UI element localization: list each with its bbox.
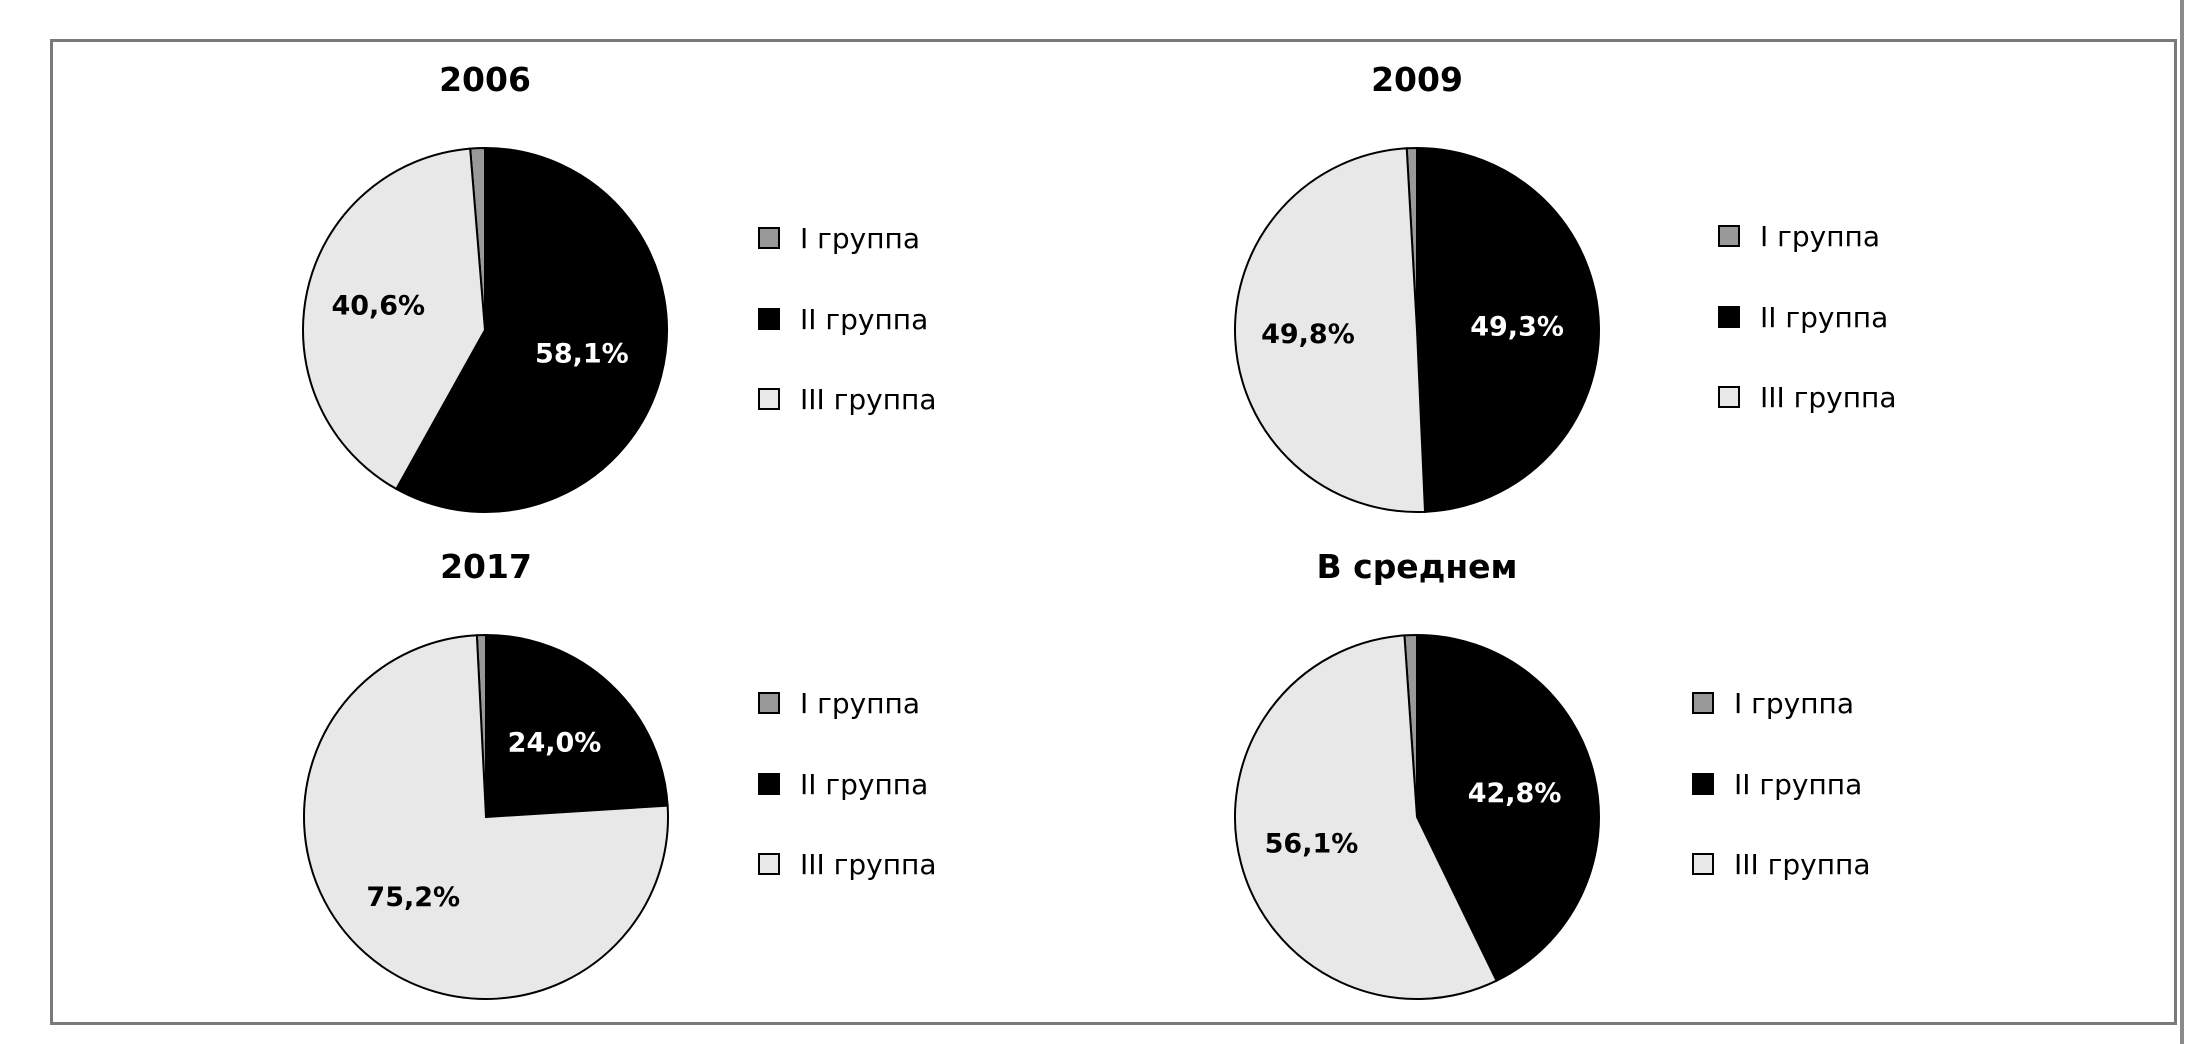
- pie-panel-2009: 2009 0,9%49,3%49,8% I группа II группа I…: [1172, 60, 2172, 540]
- pie-panel-2006: 2006 1,3%58,1%40,6% I группа II группа I…: [240, 60, 1240, 540]
- pie-chart-2006: 1,3%58,1%40,6%: [302, 146, 668, 513]
- swatch-i: [1692, 692, 1714, 714]
- slice-ii: [394, 146, 668, 513]
- slice-iii: [1234, 147, 1427, 513]
- legend-label-iii: III группа: [1760, 381, 1897, 414]
- slice-label-ii: 24,0%: [508, 728, 602, 759]
- slice-label-iii: 49,8%: [1261, 319, 1355, 350]
- right-edge-line: [2180, 0, 2184, 1044]
- swatch-iii: [1692, 853, 1714, 875]
- legend-label-i: I группа: [800, 222, 920, 255]
- slice-ii: [485, 633, 669, 819]
- slice-label-iii: 40,6%: [331, 290, 425, 321]
- pie-title: В среднем: [1316, 547, 1518, 586]
- slice-label-ii: 42,8%: [1468, 778, 1562, 809]
- pie-chart-2017: 0,8%24,0%75,2%: [303, 633, 669, 1000]
- legend-label-ii: II группа: [800, 768, 929, 801]
- slice-ii: [1416, 633, 1600, 983]
- slice-iii: [303, 634, 669, 1000]
- legend-label-i: I группа: [1760, 220, 1880, 253]
- pie-panel-2017: 2017 0,8%24,0%75,2% I группа II группа I…: [241, 547, 1241, 1027]
- slice-label-ii: 49,3%: [1470, 311, 1564, 342]
- pie-title: 2009: [1371, 60, 1463, 99]
- slice-ii: [1416, 146, 1600, 513]
- legend-label-iii: III группа: [800, 848, 937, 881]
- pie-title: 2017: [440, 547, 532, 586]
- swatch-ii: [758, 308, 780, 330]
- swatch-ii: [1692, 773, 1714, 795]
- swatch-i: [758, 227, 780, 249]
- legend-label-i: I группа: [1734, 687, 1854, 720]
- swatch-ii: [758, 773, 780, 795]
- legend-label-iii: III группа: [800, 383, 937, 416]
- legend-label-iii: III группа: [1734, 848, 1871, 881]
- legend-label-i: I группа: [800, 687, 920, 720]
- swatch-iii: [758, 388, 780, 410]
- slice-label-ii: 58,1%: [535, 339, 629, 370]
- legend-label-ii: II группа: [800, 303, 929, 336]
- swatch-ii: [1718, 306, 1740, 328]
- slice-iii: [1234, 634, 1498, 1000]
- pie-panel-average: В среднем 1,1%42,8%56,1% I группа II гру…: [1172, 547, 2172, 1027]
- slice-label-iii: 75,2%: [366, 882, 460, 913]
- legend-label-ii: II группа: [1760, 301, 1889, 334]
- pie-chart-2009: 0,9%49,3%49,8%: [1234, 146, 1600, 513]
- slice-label-iii: 56,1%: [1265, 829, 1359, 860]
- pie-title: 2006: [439, 60, 531, 99]
- pie-chart-average: 1,1%42,8%56,1%: [1234, 633, 1600, 1000]
- swatch-i: [1718, 225, 1740, 247]
- slice-iii: [302, 147, 487, 491]
- legend-label-ii: II группа: [1734, 768, 1863, 801]
- swatch-i: [758, 692, 780, 714]
- swatch-iii: [758, 853, 780, 875]
- swatch-iii: [1718, 386, 1740, 408]
